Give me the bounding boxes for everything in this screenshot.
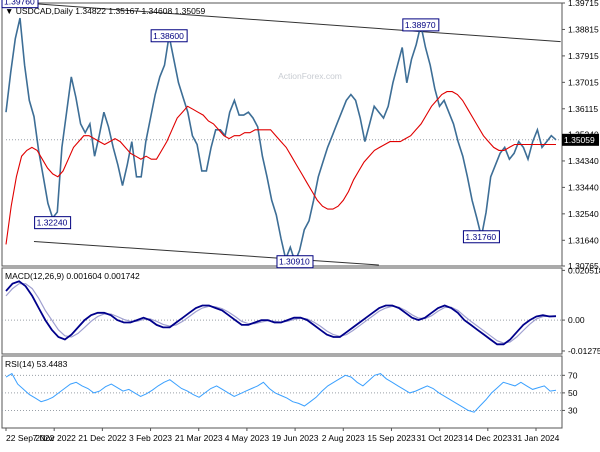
price-ytick-label: 1.37915 xyxy=(568,51,599,61)
price-ytick-label: 1.39715 xyxy=(568,0,599,8)
rsi-ytick-label: 70 xyxy=(568,370,578,380)
macd-header: MACD(12,26,9) 0.001604 0.001742 xyxy=(5,271,140,281)
last-price-tag xyxy=(562,133,599,146)
price-ytick-label: 1.30765 xyxy=(568,261,599,271)
x-tick-label: 3 Feb 2023 xyxy=(129,433,172,443)
macd-ytick-label: -0.012755 xyxy=(568,346,600,356)
x-tick-label: 31 Oct 2023 xyxy=(416,433,463,443)
price-annotation-label: 1.38600 xyxy=(153,31,184,41)
x-tick-label: 15 Sep 2023 xyxy=(367,433,415,443)
price-annotation-label: 1.30910 xyxy=(279,257,310,267)
macd-ytick-label: 0.00 xyxy=(568,315,585,325)
price-ytick-label: 1.33440 xyxy=(568,182,599,192)
price-annotation-box xyxy=(276,255,314,269)
price-annotation-label: 1.39760 xyxy=(4,0,35,7)
price-ytick-label: 1.32540 xyxy=(568,209,599,219)
chart-header: ▼ USDCAD,Daily 1.34822 1.35167 1.34608 1… xyxy=(5,6,206,16)
watermark: ActionForex.com xyxy=(278,71,342,81)
rsi-line xyxy=(5,372,557,413)
macd-signal-line xyxy=(5,283,556,344)
price-annotation-box xyxy=(34,216,72,230)
price-annotation-label: 1.31760 xyxy=(465,232,496,242)
x-tick-label: 22 Sep 2022 xyxy=(6,433,54,443)
macd-main-line xyxy=(5,280,557,346)
moving-average-line xyxy=(5,91,556,245)
price-annotation-box xyxy=(462,230,500,244)
x-tick-label: 4 May 2023 xyxy=(225,433,270,443)
x-tick-label: 31 Jan 2024 xyxy=(513,433,560,443)
channel-trendline xyxy=(5,1,561,43)
rsi-header: RSI(14) 53.4483 xyxy=(5,359,68,369)
price-ytick-label: 1.36115 xyxy=(568,104,598,114)
price-annotation-label: 1.32240 xyxy=(37,218,68,228)
x-tick-label: 21 Dec 2022 xyxy=(78,433,126,443)
price-ytick-label: 1.37015 xyxy=(568,77,599,87)
price-annotation-box xyxy=(150,29,188,43)
last-price-label: 1.35059 xyxy=(564,135,595,145)
price-series-line xyxy=(5,17,557,265)
price-ytick-label: 1.38815 xyxy=(568,24,599,34)
macd-ytick-label: 0.020518 xyxy=(568,265,600,275)
x-tick-label: 19 Jun 2023 xyxy=(272,433,319,443)
x-tick-label: 14 Dec 2023 xyxy=(464,433,512,443)
rsi-ytick-label: 50 xyxy=(568,388,578,398)
price-annotation-box xyxy=(1,0,39,9)
pane-frame-price xyxy=(1,2,563,267)
price-annotation-box xyxy=(402,18,440,32)
pane-frame-rsi xyxy=(1,355,563,429)
channel-trendline xyxy=(33,240,379,266)
price-ytick-label: 1.31640 xyxy=(568,235,599,245)
x-tick-label: 7 Nov 2022 xyxy=(32,433,76,443)
price-ytick-label: 1.34340 xyxy=(568,156,599,166)
x-tick-label: 2 Aug 2023 xyxy=(322,433,365,443)
price-annotation-label: 1.38970 xyxy=(405,20,436,30)
rsi-ytick-label: 30 xyxy=(568,405,578,415)
x-tick-label: 21 Mar 2023 xyxy=(175,433,223,443)
